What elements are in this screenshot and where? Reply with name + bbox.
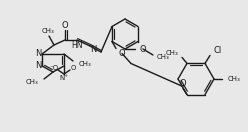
Text: O: O: [119, 49, 125, 58]
Text: CH₃: CH₃: [42, 28, 54, 34]
Text: O: O: [70, 65, 76, 71]
Text: CH₃: CH₃: [25, 79, 38, 85]
Text: Cl: Cl: [213, 46, 221, 55]
Text: N⁺: N⁺: [60, 75, 68, 81]
Text: N: N: [35, 62, 41, 70]
Text: CH₃: CH₃: [79, 61, 92, 67]
Text: N: N: [35, 50, 41, 58]
Text: CH₃: CH₃: [165, 50, 178, 56]
Text: N: N: [90, 44, 96, 53]
Text: HN: HN: [71, 41, 83, 50]
Text: O: O: [180, 79, 186, 88]
Text: O: O: [62, 20, 68, 29]
Text: CH₃: CH₃: [157, 54, 170, 60]
Text: CH₃: CH₃: [228, 76, 241, 82]
Text: ⁻O: ⁻O: [49, 65, 59, 71]
Text: O: O: [140, 44, 146, 53]
